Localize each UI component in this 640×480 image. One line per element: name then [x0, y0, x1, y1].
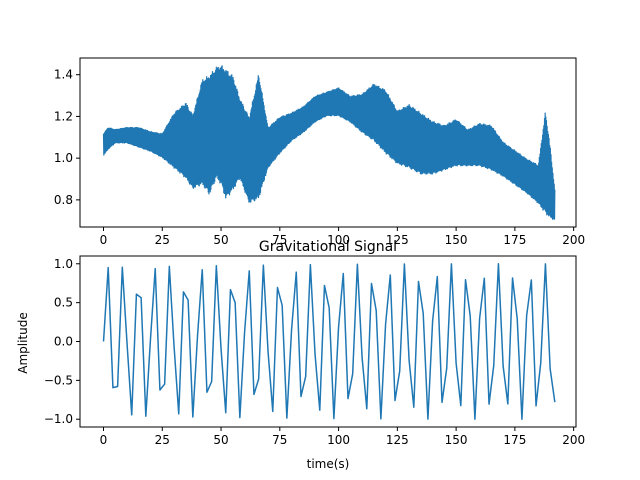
- top-x-tick-label: 200: [562, 233, 585, 247]
- bottom-y-tick-label: −1.0: [44, 412, 73, 426]
- top-x-tick-label: 125: [386, 233, 409, 247]
- bottom-plot-title: Gravitational Signal: [259, 239, 397, 255]
- bottom-subplot: 0 25 50 75 100 125 150 175 200−1.0−0.50.00.51.0 …: [16, 239, 585, 471]
- top-x-tick-label: 175: [503, 233, 526, 247]
- top-y-tick-label: 1.4: [54, 68, 73, 82]
- bottom-x-tick-label: 0: [100, 433, 108, 447]
- bottom-signal-line: [102, 263, 556, 420]
- bottom-y-tick-label: 0.5: [54, 296, 73, 310]
- top-x-tick-label: 100: [327, 233, 350, 247]
- bottom-y-axis-label: Amplitude: [16, 312, 30, 374]
- bottom-x-tick-label: 50: [213, 433, 228, 447]
- bottom-y-tick-label: 1.0: [54, 257, 73, 271]
- bottom-plot-data: [102, 263, 556, 420]
- bottom-x-tick-label: 150: [445, 433, 468, 447]
- bottom-x-tick-label: 125: [386, 433, 409, 447]
- top-y-tick-label: 1.0: [54, 151, 73, 165]
- top-y-tick-label: 1.2: [54, 109, 73, 123]
- bottom-y-tick-label: 0.0: [54, 335, 73, 349]
- bottom-x-axis-label: time(s): [307, 457, 350, 471]
- bottom-x-tick-label: 75: [272, 433, 287, 447]
- bottom-x-tick-label: 25: [155, 433, 170, 447]
- top-plot-data: [102, 65, 556, 220]
- top-y-tick-label: 0.8: [54, 193, 73, 207]
- top-x-tick-label: 150: [445, 233, 468, 247]
- top-subplot: 0 25 50 75 100 125 150 175 200 0.8 1.0 1.2 1.4: [54, 57, 585, 247]
- top-plot-frame: [79, 57, 577, 228]
- bottom-x-tick-label: 100: [327, 433, 350, 447]
- bottom-x-tick-label: 200: [562, 433, 585, 447]
- top-axis-ticks: 0 25 50 75 100 125 150 175 200 0.8 1.0 1.2 1.4: [54, 68, 585, 247]
- top-x-tick-label: 50: [213, 233, 228, 247]
- top-x-tick-label: 0: [100, 233, 108, 247]
- top-x-tick-label: 25: [155, 233, 170, 247]
- top-signal-line: [102, 65, 556, 220]
- top-x-tick-label: 75: [272, 233, 287, 247]
- bottom-y-tick-label: −0.5: [44, 373, 73, 387]
- bottom-x-tick-label: 175: [503, 433, 526, 447]
- bottom-axis-ticks: 0 25 50 75 100 125 150 175 200 −1.0 −0.5 0.0 0.5 1.0: [44, 257, 585, 447]
